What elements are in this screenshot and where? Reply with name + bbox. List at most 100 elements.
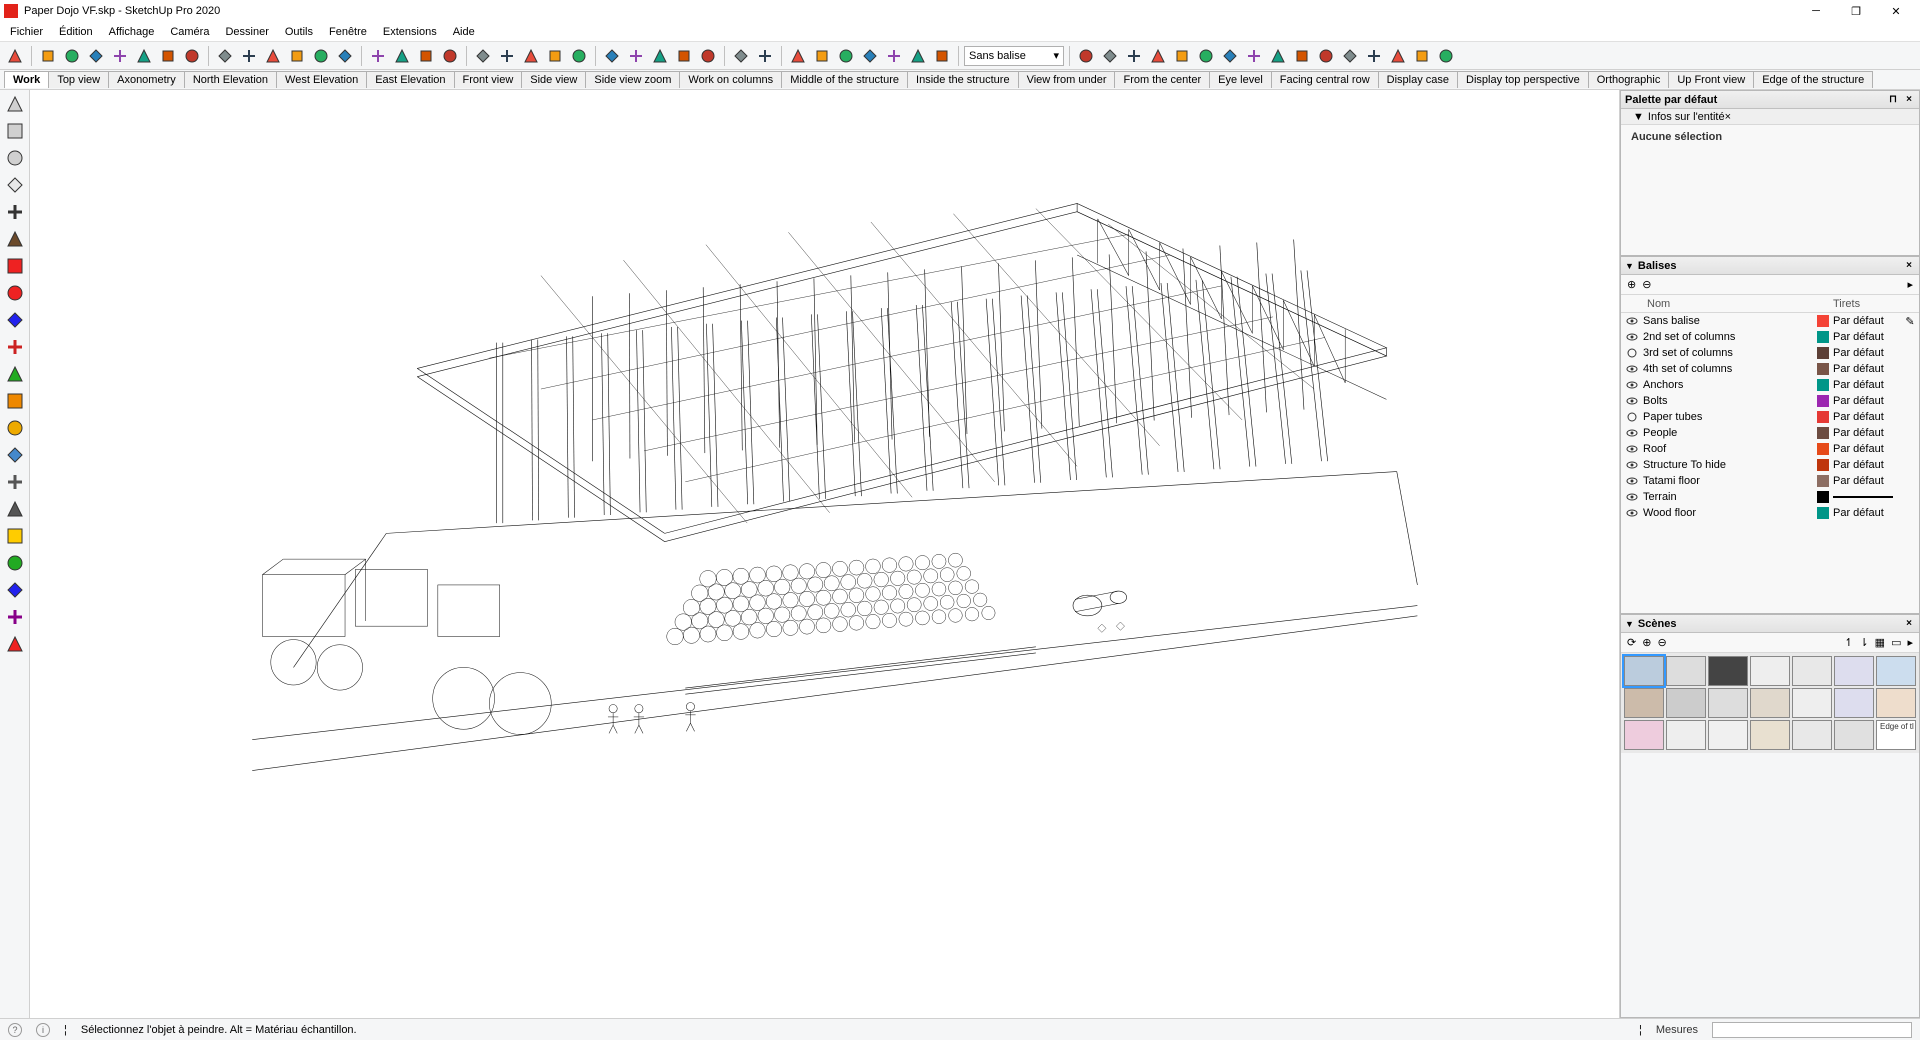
- pushpull-button[interactable]: [310, 45, 332, 67]
- sync2-button[interactable]: [1147, 45, 1169, 67]
- pat1-button[interactable]: [1243, 45, 1265, 67]
- tag-row[interactable]: Sans balisePar défaut✎: [1621, 313, 1919, 329]
- scale-button[interactable]: [262, 45, 284, 67]
- scene-tab[interactable]: Side view: [521, 71, 586, 88]
- tag-row[interactable]: BoltsPar défaut: [1621, 393, 1919, 409]
- tag-visibility-icon[interactable]: [1623, 411, 1641, 423]
- left-tool-red2[interactable]: [3, 335, 27, 359]
- tag-row[interactable]: Terrain: [1621, 489, 1919, 505]
- scene-thumb[interactable]: [1750, 656, 1790, 686]
- line-dash-button[interactable]: [85, 45, 107, 67]
- menu-édition[interactable]: Édition: [51, 24, 101, 40]
- left-tool-reddbl[interactable]: [3, 281, 27, 305]
- left-tool-door[interactable]: [3, 443, 27, 467]
- tag-visibility-icon[interactable]: [1623, 491, 1641, 503]
- scene-thumb[interactable]: [1750, 720, 1790, 750]
- tag-color-swatch[interactable]: [1817, 347, 1829, 359]
- mail2-button[interactable]: [1363, 45, 1385, 67]
- house5-button[interactable]: [883, 45, 905, 67]
- scenes-detail-icon[interactable]: ▭: [1891, 636, 1901, 649]
- add-tag-icon[interactable]: ⊕: [1627, 278, 1636, 291]
- scene-tab[interactable]: Orthographic: [1588, 71, 1670, 88]
- tag-dash[interactable]: Par défaut: [1833, 459, 1903, 471]
- tag-row[interactable]: 4th set of columnsPar défaut: [1621, 361, 1919, 377]
- scene-tab[interactable]: Eye level: [1209, 71, 1272, 88]
- scene-tab[interactable]: View from under: [1018, 71, 1116, 88]
- tag-color-swatch[interactable]: [1817, 411, 1829, 423]
- tag-dash[interactable]: Par défaut: [1833, 331, 1903, 343]
- scene-thumb[interactable]: [1708, 688, 1748, 718]
- scene-thumb[interactable]: [1834, 656, 1874, 686]
- left-tool-shirt[interactable]: [3, 524, 27, 548]
- prev-button[interactable]: [568, 45, 590, 67]
- left-tool-shirt3[interactable]: [3, 578, 27, 602]
- menu-affichage[interactable]: Affichage: [101, 24, 163, 40]
- house4-button[interactable]: [859, 45, 881, 67]
- followme-button[interactable]: [334, 45, 356, 67]
- tag-dash[interactable]: Par défaut: [1833, 443, 1903, 455]
- menu-caméra[interactable]: Caméra: [162, 24, 217, 40]
- scene-tab[interactable]: Facing central row: [1271, 71, 1379, 88]
- pat2-button[interactable]: [1267, 45, 1289, 67]
- close-panel-icon[interactable]: ×: [1903, 94, 1915, 106]
- tag-color-swatch[interactable]: [1817, 443, 1829, 455]
- arc2-button[interactable]: [181, 45, 203, 67]
- rect-button[interactable]: [109, 45, 131, 67]
- comp2-button[interactable]: [625, 45, 647, 67]
- scene-thumb[interactable]: [1750, 688, 1790, 718]
- left-tool-bluetri[interactable]: [3, 308, 27, 332]
- scene-thumb[interactable]: [1876, 688, 1916, 718]
- tag-dash[interactable]: Par défaut: [1833, 379, 1903, 391]
- tag-color-swatch[interactable]: [1817, 331, 1829, 343]
- house6-button[interactable]: [907, 45, 929, 67]
- tag-visibility-icon[interactable]: [1623, 443, 1641, 455]
- remove-tag-icon[interactable]: ⊖: [1642, 278, 1651, 291]
- left-tool-amber[interactable]: [3, 416, 27, 440]
- tag-row[interactable]: RoofPar défaut: [1621, 441, 1919, 457]
- tag-color-swatch[interactable]: [1817, 507, 1829, 519]
- scene-thumb[interactable]: Edge of tl: [1876, 720, 1916, 750]
- left-tool-shape[interactable]: [3, 119, 27, 143]
- palette-header[interactable]: Palette par défaut ⊓ ×: [1621, 91, 1919, 109]
- scene-tab[interactable]: Middle of the structure: [781, 71, 908, 88]
- scene-tab[interactable]: West Elevation: [276, 71, 367, 88]
- scene-thumb[interactable]: [1792, 656, 1832, 686]
- scene-thumb[interactable]: [1792, 720, 1832, 750]
- 3dw-button[interactable]: [730, 45, 752, 67]
- left-tool-line2[interactable]: [3, 497, 27, 521]
- left-tool-orange[interactable]: [3, 389, 27, 413]
- scene-thumb[interactable]: [1708, 720, 1748, 750]
- left-tool-line1[interactable]: [3, 470, 27, 494]
- tag-row[interactable]: Paper tubesPar défaut: [1621, 409, 1919, 425]
- entity-info-header[interactable]: ▼ Infos sur l'entité ×: [1621, 109, 1919, 125]
- menu-aide[interactable]: Aide: [445, 24, 483, 40]
- tag-dash[interactable]: Par défaut: [1833, 315, 1903, 327]
- scene-tab[interactable]: Inside the structure: [907, 71, 1019, 88]
- menu-fichier[interactable]: Fichier: [2, 24, 51, 40]
- tag-dash[interactable]: Par défaut: [1833, 507, 1903, 519]
- layers-button[interactable]: [1387, 45, 1409, 67]
- tag-row[interactable]: Wood floorPar défaut: [1621, 505, 1919, 521]
- left-tool-green[interactable]: [3, 362, 27, 386]
- tag-visibility-icon[interactable]: [1623, 347, 1641, 359]
- sync3-button[interactable]: [1171, 45, 1193, 67]
- tag-color-swatch[interactable]: [1817, 491, 1829, 503]
- scene-thumb[interactable]: [1624, 656, 1664, 686]
- tag-dash[interactable]: Par défaut: [1833, 475, 1903, 487]
- tag-visibility-icon[interactable]: [1623, 379, 1641, 391]
- scene-tab[interactable]: Work on columns: [679, 71, 782, 88]
- move-button[interactable]: [214, 45, 236, 67]
- tag-dash[interactable]: Par défaut: [1833, 427, 1903, 439]
- menu-dessiner[interactable]: Dessiner: [217, 24, 276, 40]
- cloud-button[interactable]: [1291, 45, 1313, 67]
- tree-button[interactable]: [1219, 45, 1241, 67]
- tag-row[interactable]: 2nd set of columnsPar défaut: [1621, 329, 1919, 345]
- scene-tab[interactable]: Display top perspective: [1457, 71, 1589, 88]
- scene-thumb[interactable]: [1666, 656, 1706, 686]
- left-tool-redtri[interactable]: [3, 254, 27, 278]
- scene-thumb[interactable]: [1834, 688, 1874, 718]
- scene-tab[interactable]: From the center: [1114, 71, 1210, 88]
- sync1-button[interactable]: [1123, 45, 1145, 67]
- minimize-button[interactable]: ─: [1796, 0, 1836, 22]
- scenes-prev-icon[interactable]: ↿: [1844, 636, 1853, 649]
